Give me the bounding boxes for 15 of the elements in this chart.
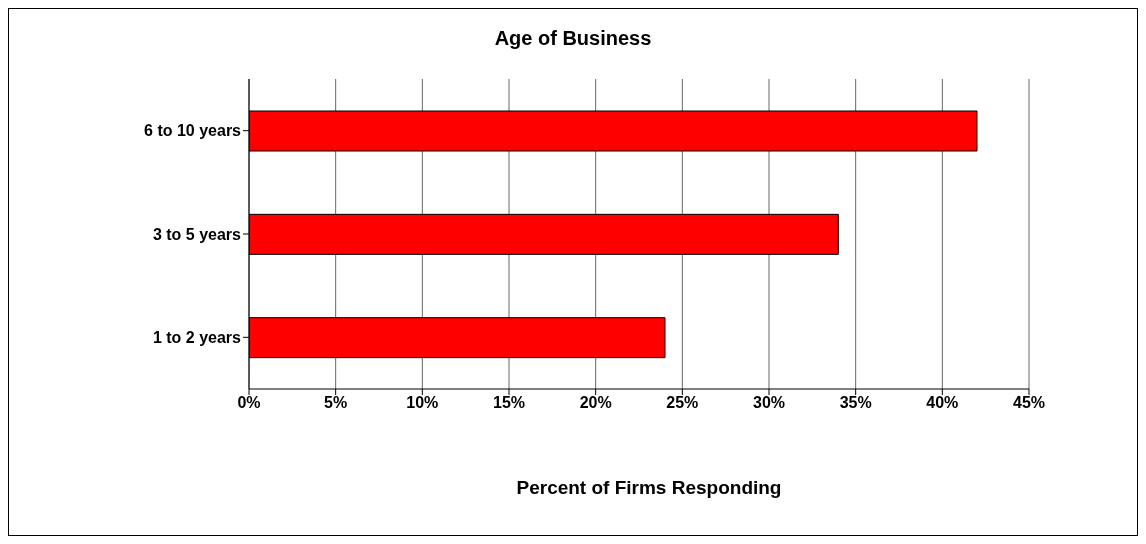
- y-tick-label: 6 to 10 years: [144, 122, 242, 140]
- x-tick-label: 0%: [237, 394, 261, 412]
- x-tick-label: 30%: [752, 394, 786, 412]
- y-tick-label: 1 to 2 years: [152, 329, 242, 347]
- x-tick-label: 45%: [1012, 394, 1046, 412]
- x-tick-label: 20%: [579, 394, 612, 412]
- x-tick-label: 25%: [666, 394, 699, 412]
- x-tick-label: 35%: [839, 394, 872, 412]
- chart-title: Age of Business: [493, 27, 653, 50]
- x-tick-label: 10%: [406, 394, 439, 412]
- y-tick-label: 3 to 5 years: [152, 225, 242, 243]
- x-tick-label: 40%: [926, 394, 959, 412]
- x-tick-label: 15%: [492, 394, 526, 412]
- x-tick-label: 5%: [324, 394, 348, 412]
- x-axis-title: Percent of Firms Responding: [515, 477, 783, 499]
